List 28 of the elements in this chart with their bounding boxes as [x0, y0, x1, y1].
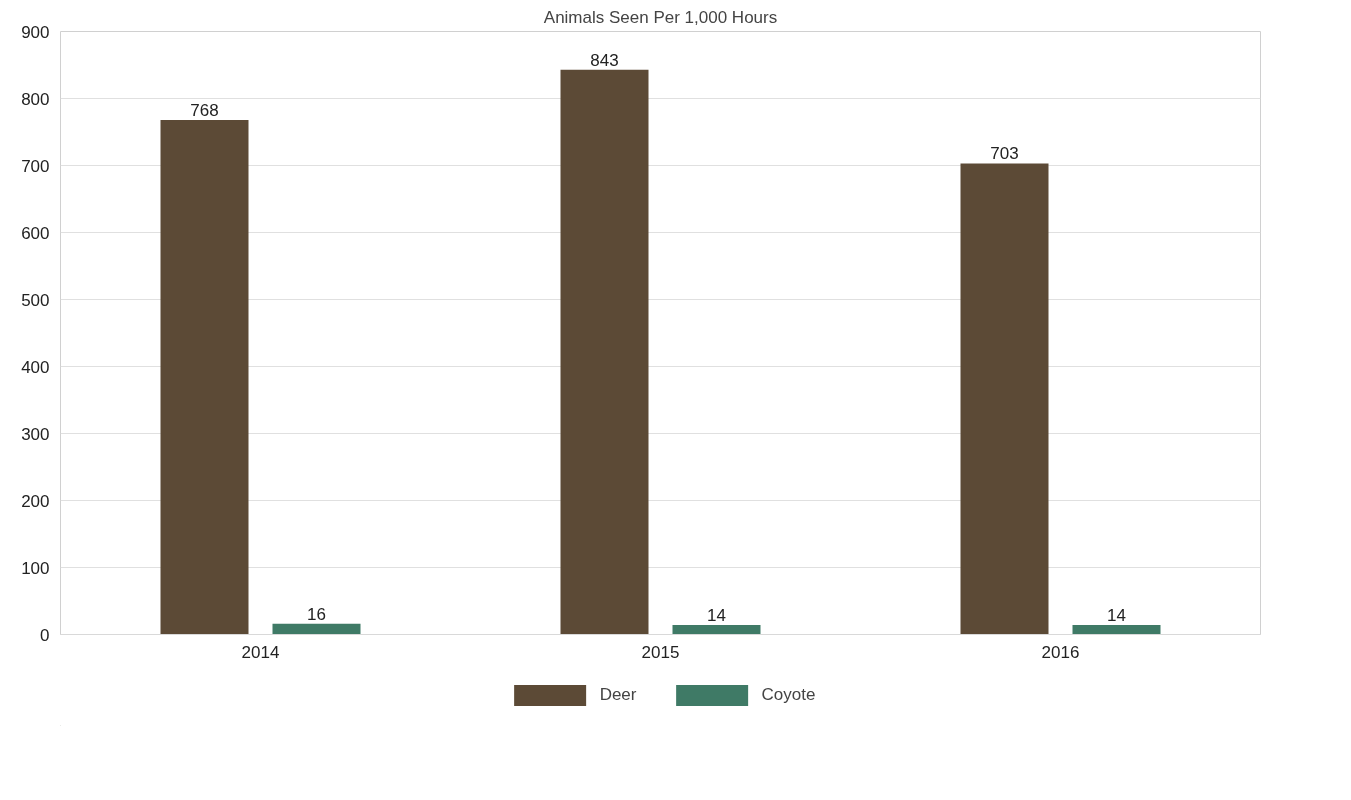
- bar: [960, 163, 1049, 635]
- bar: [160, 119, 249, 635]
- bar: [1072, 625, 1161, 635]
- bar: [560, 69, 649, 635]
- y-tick-label: 0: [40, 625, 50, 645]
- y-tick-label: 600: [21, 223, 50, 243]
- data-label: 16: [307, 604, 326, 624]
- data-label: 703: [990, 144, 1019, 164]
- y-tick-label: 400: [21, 357, 50, 377]
- x-tick-label: 2014: [241, 642, 280, 662]
- y-tick-label: 700: [21, 156, 50, 176]
- bar: [672, 625, 761, 635]
- x-tick-label: 2016: [1041, 642, 1080, 662]
- legend-label: Deer: [599, 685, 637, 705]
- y-tick-label: 800: [21, 89, 50, 109]
- y-tick-label: 100: [21, 558, 50, 578]
- y-tick-label: 900: [21, 22, 50, 42]
- chart-title: Animals Seen Per 1,000 Hours: [543, 7, 778, 27]
- data-label: 768: [190, 100, 219, 120]
- data-label: 14: [1107, 606, 1126, 626]
- legend-label: Coyote: [761, 685, 816, 705]
- y-tick-label: 500: [21, 290, 50, 310]
- bar: [272, 623, 361, 635]
- data-label: 843: [590, 50, 619, 70]
- y-tick-label: 200: [21, 491, 50, 511]
- x-tick-label: 2015: [641, 642, 680, 662]
- data-label: 14: [707, 606, 726, 626]
- y-tick-label: 300: [21, 424, 50, 444]
